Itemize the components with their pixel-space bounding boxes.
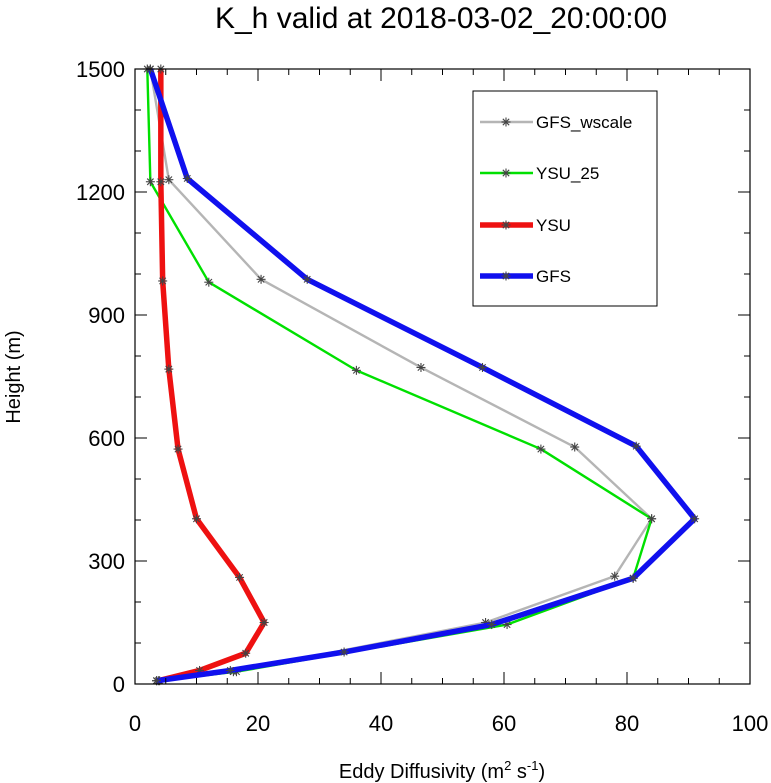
x-tick-label: 60 — [492, 711, 516, 736]
data-point — [339, 647, 349, 657]
legend-label-YSU_25: YSU_25 — [536, 164, 599, 183]
data-point — [259, 618, 269, 627]
y-tick-label: 900 — [88, 303, 125, 328]
legend-label-GFS_wscale: GFS_wscale — [536, 113, 632, 132]
y-axis-label: Height (m) — [3, 330, 25, 423]
axis-ticks: 0 20 40 60 80 100 0 300 600 900 1200 1500 — [76, 57, 768, 736]
x-axis-label-sup2: -1 — [527, 758, 539, 773]
data-point — [302, 274, 312, 284]
plot-area — [142, 64, 700, 686]
data-point — [256, 274, 266, 284]
data-point — [536, 444, 546, 454]
x-tick-label: 100 — [732, 711, 769, 736]
data-point — [570, 442, 580, 452]
x-axis-label-mid: s — [511, 761, 527, 783]
series-YSU — [153, 64, 269, 686]
legend-marker — [501, 271, 511, 281]
legend-box — [472, 90, 658, 307]
data-point — [182, 173, 192, 183]
data-point — [628, 573, 638, 583]
data-point — [351, 365, 361, 375]
legend-label-YSU: YSU — [536, 216, 571, 235]
series-line-YSU — [157, 69, 267, 684]
data-point — [416, 362, 426, 372]
data-point — [610, 571, 620, 581]
x-tick-label: 0 — [129, 711, 141, 736]
data-point — [690, 514, 700, 524]
y-tick-label: 1200 — [76, 180, 125, 205]
data-point — [164, 175, 174, 185]
plot-frame — [134, 68, 751, 685]
data-point — [235, 572, 245, 582]
legend: GFS_wscale YSU_25 YSU GFS — [472, 90, 658, 307]
legend-label-GFS: GFS — [536, 267, 571, 286]
x-tick-label: 40 — [369, 711, 393, 736]
x-tick-label: 80 — [615, 711, 639, 736]
data-point — [204, 277, 214, 287]
series-GFS — [145, 64, 700, 686]
data-point — [477, 362, 487, 372]
data-point — [192, 514, 201, 524]
x-axis-label-text: Eddy Diffusivity (m — [339, 761, 504, 783]
y-tick-label: 0 — [113, 672, 125, 697]
x-axis-label: Eddy Diffusivity (m2 s-1) — [339, 758, 545, 783]
legend-marker — [501, 220, 511, 230]
legend-marker — [501, 168, 511, 178]
x-tick-label: 20 — [246, 711, 270, 736]
data-point — [173, 444, 183, 454]
data-point — [145, 177, 155, 187]
y-tick-label: 1500 — [76, 57, 125, 82]
data-point — [156, 177, 166, 187]
data-point — [158, 276, 168, 286]
data-point — [164, 364, 174, 374]
data-point — [631, 441, 641, 451]
legend-marker — [501, 117, 511, 127]
data-point — [225, 665, 235, 675]
x-axis-label-sup1: 2 — [504, 758, 511, 773]
data-point — [241, 648, 251, 658]
data-point — [647, 514, 657, 524]
chart-title: K_h valid at 2018-03-02_20:00:00 — [215, 2, 667, 35]
x-axis-label-end: ) — [538, 761, 545, 783]
y-tick-label: 300 — [88, 549, 125, 574]
y-tick-label: 600 — [88, 426, 125, 451]
data-point — [487, 620, 497, 630]
